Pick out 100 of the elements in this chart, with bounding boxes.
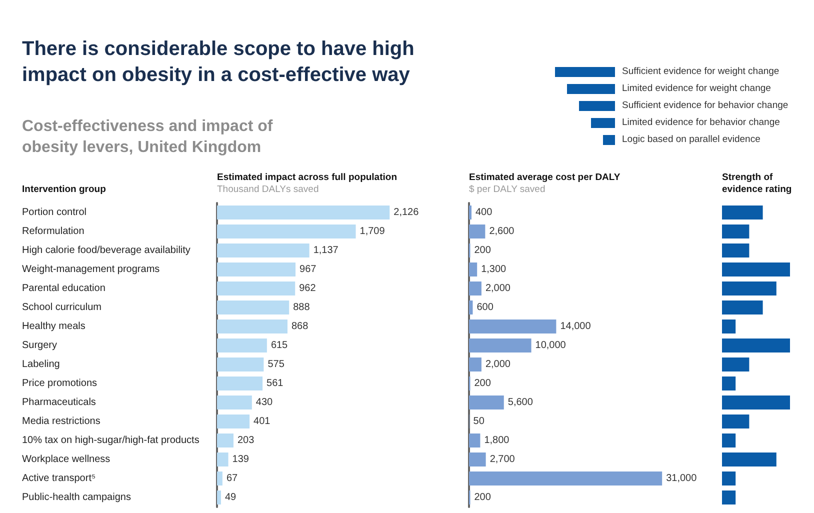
y-tick-label: School curriculum bbox=[22, 302, 102, 313]
data-label: 203 bbox=[237, 435, 255, 446]
text: Limited evidence for behavior change bbox=[622, 117, 780, 128]
text: Thousand DALYs saved bbox=[217, 184, 319, 195]
bar bbox=[722, 414, 750, 428]
data-label: 401 bbox=[254, 416, 271, 427]
bar bbox=[217, 282, 296, 296]
data-label: 49 bbox=[224, 492, 237, 503]
bar bbox=[217, 434, 234, 448]
bar bbox=[722, 490, 736, 504]
bar bbox=[469, 300, 473, 314]
bar bbox=[217, 244, 310, 258]
bar bbox=[469, 338, 532, 352]
bar bbox=[217, 452, 228, 466]
bar bbox=[722, 206, 763, 220]
text: $ per DALY saved bbox=[469, 184, 546, 195]
y-tick-label: Workplace wellness bbox=[22, 454, 110, 465]
data-label: 200 bbox=[474, 492, 492, 503]
y-tick-label: 10% tax on high-sugar/high-fat products bbox=[22, 435, 200, 446]
y-tick-label: Labeling bbox=[22, 359, 60, 370]
data-label: 5,600 bbox=[508, 397, 534, 408]
data-label: 615 bbox=[270, 340, 288, 351]
y-tick-label: Reformulation bbox=[22, 226, 84, 237]
bar bbox=[722, 472, 736, 486]
data-label: 10,000 bbox=[535, 340, 566, 351]
data-label: 1,137 bbox=[313, 245, 339, 256]
bar bbox=[469, 434, 480, 448]
bar bbox=[469, 358, 482, 372]
bar bbox=[217, 396, 252, 410]
bar bbox=[217, 490, 221, 504]
data-label: 2,126 bbox=[394, 207, 420, 218]
y-tick-label: Surgery bbox=[22, 340, 58, 351]
bar bbox=[722, 434, 736, 448]
x-axis-title: Estimated impact across full population bbox=[217, 172, 398, 183]
y-tick-label: Healthy meals bbox=[22, 321, 86, 332]
data-label: 200 bbox=[474, 245, 492, 256]
bar bbox=[217, 262, 296, 276]
bar bbox=[722, 282, 776, 296]
data-label: 1,300 bbox=[481, 264, 507, 275]
bar bbox=[722, 338, 790, 352]
y-tick-label: High calorie food/beverage availability bbox=[22, 245, 190, 256]
bar bbox=[722, 452, 776, 466]
bar bbox=[217, 414, 250, 428]
y-tick-label: Portion control bbox=[22, 207, 86, 218]
text: Sufficient evidence for behavior change bbox=[622, 100, 788, 111]
bar bbox=[722, 244, 750, 258]
bar bbox=[469, 472, 662, 486]
data-label: 14,000 bbox=[560, 321, 592, 332]
data-label: 2,600 bbox=[489, 226, 515, 237]
data-label: 139 bbox=[232, 454, 250, 465]
y-tick-label: Media restrictions bbox=[22, 416, 100, 427]
data-label: 2,000 bbox=[485, 359, 511, 370]
bar bbox=[217, 358, 264, 372]
bar bbox=[469, 282, 482, 296]
y-tick-label: Public-health campaigns bbox=[22, 492, 131, 503]
y-tick-label: Weight-management programs bbox=[22, 264, 160, 275]
bar bbox=[217, 338, 267, 352]
text: Logic based on parallel evidence bbox=[622, 134, 760, 145]
data-label: 561 bbox=[266, 378, 284, 389]
data-label: 1,800 bbox=[484, 435, 510, 446]
bar bbox=[469, 262, 478, 276]
bar bbox=[469, 320, 556, 334]
x-axis-title: Strength of evidence rating bbox=[722, 172, 793, 196]
y-tick-label: Active transport⁵ bbox=[22, 473, 96, 484]
text: Sufficient evidence for weight change bbox=[622, 66, 780, 77]
text: Limited evidence for weight change bbox=[622, 83, 771, 94]
y-axis-title: Intervention group bbox=[22, 184, 106, 195]
data-label: 67 bbox=[226, 473, 238, 484]
x-axis-title: Estimated average cost per DALY bbox=[469, 172, 620, 183]
data-label: 2,700 bbox=[490, 454, 516, 465]
bar bbox=[217, 224, 356, 238]
bar bbox=[217, 320, 288, 334]
bar bbox=[722, 396, 790, 410]
bar bbox=[722, 262, 790, 276]
bar bbox=[722, 300, 763, 314]
y-tick-label: Price promotions bbox=[22, 378, 98, 389]
data-label: 967 bbox=[300, 264, 317, 275]
data-label: 575 bbox=[268, 359, 285, 370]
bar bbox=[217, 300, 290, 314]
chart-subtitle: Cost-effectiveness and impact of obesity levers, United Kingdom bbox=[22, 117, 274, 158]
bar bbox=[722, 224, 750, 238]
bar bbox=[217, 472, 222, 486]
bar bbox=[217, 206, 390, 220]
bar bbox=[217, 376, 263, 390]
data-label: 1,709 bbox=[360, 226, 386, 237]
data-label: 2,000 bbox=[485, 283, 511, 294]
data-label: 962 bbox=[299, 283, 316, 294]
bar bbox=[722, 358, 750, 372]
data-label: 50 bbox=[473, 416, 485, 427]
bar bbox=[469, 452, 486, 466]
bar bbox=[469, 224, 486, 238]
data-label: 868 bbox=[291, 321, 309, 332]
data-label: 888 bbox=[293, 302, 310, 313]
data-label: 430 bbox=[256, 397, 274, 408]
data-label: 200 bbox=[474, 378, 492, 389]
data-label: 31,000 bbox=[666, 473, 698, 484]
data-label: 400 bbox=[475, 207, 493, 218]
y-tick-label: Pharmaceuticals bbox=[22, 397, 96, 408]
y-tick-label: Parental education bbox=[22, 283, 106, 294]
bar bbox=[722, 376, 736, 390]
